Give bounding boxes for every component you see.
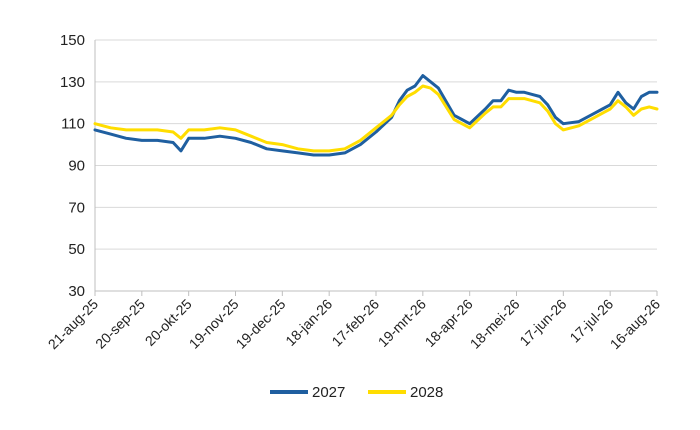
y-tick-label: 50: [68, 241, 85, 258]
series-lines: [93, 74, 659, 157]
y-tick-label: 30: [68, 283, 85, 300]
y-tick-label: 70: [68, 199, 85, 216]
x-tick-label: 21-aug-25: [45, 296, 102, 353]
legend-label-2027: 2027: [312, 384, 345, 401]
series-line-2027: [93, 74, 659, 157]
x-tick-label: 19-mrt-26: [375, 296, 429, 350]
x-tick-label: 20-sep-25: [92, 296, 148, 352]
x-tick-label: 16-aug-26: [607, 296, 664, 353]
x-tick-label: 18-jan-26: [282, 296, 335, 349]
x-tick-label: 17-jun-26: [516, 296, 569, 349]
legend-label-2028: 2028: [410, 384, 443, 401]
y-tick-label: 110: [61, 116, 85, 133]
y-tick-label: 90: [68, 158, 85, 175]
x-tick-label: 19-nov-25: [186, 296, 242, 352]
y-tick-label: 150: [60, 32, 85, 49]
x-tick-label: 17-feb-26: [328, 296, 382, 350]
series-line-2028: [93, 84, 659, 153]
gridlines: [95, 39, 657, 250]
y-tick-label: 130: [60, 74, 85, 91]
legend: 2027 2028: [270, 384, 443, 401]
x-tick-label: 19-dec-25: [233, 296, 289, 352]
y-axis-ticks: 30 50 70 90 110 130 150: [60, 32, 85, 300]
x-tick-label: 18-mei-26: [467, 296, 523, 352]
x-axis-ticks: 21-aug-2520-sep-2520-okt-2519-nov-2519-d…: [45, 291, 664, 353]
